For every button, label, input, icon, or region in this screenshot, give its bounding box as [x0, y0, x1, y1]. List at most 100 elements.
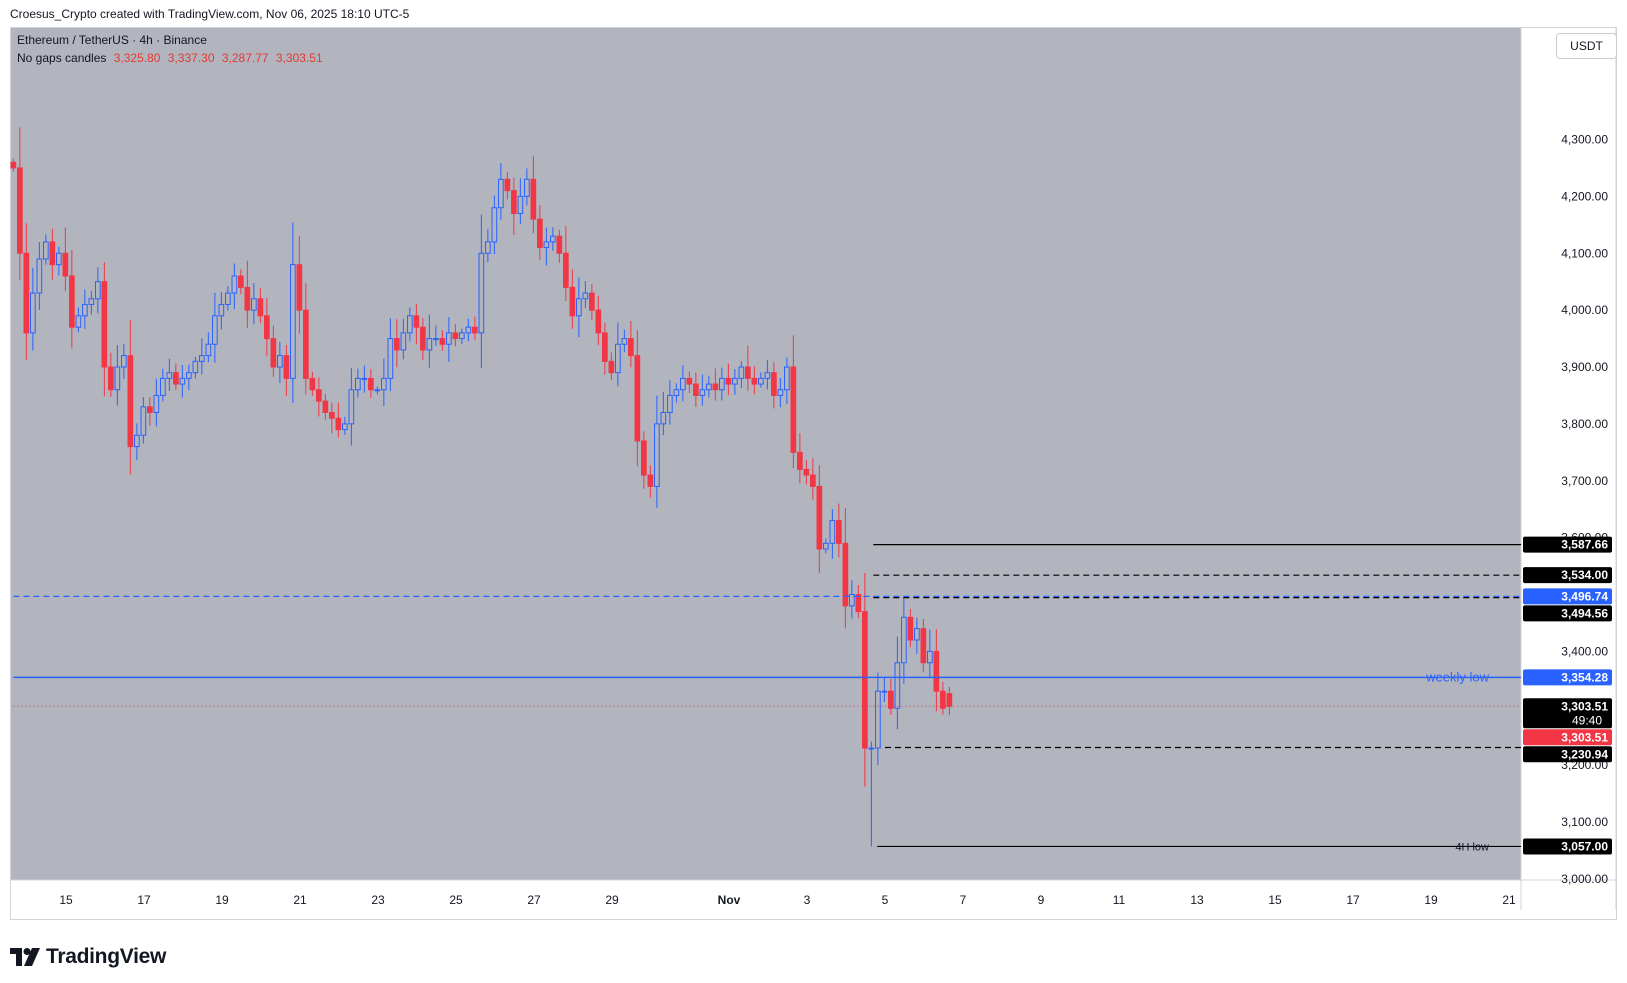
candle-body[interactable]	[95, 281, 101, 300]
candle-body[interactable]	[920, 628, 927, 664]
candle-body[interactable]	[719, 377, 725, 391]
candle-body[interactable]	[602, 332, 608, 362]
candle-body[interactable]	[381, 377, 387, 391]
candle-body[interactable]	[82, 303, 88, 317]
candle-body[interactable]	[134, 434, 140, 448]
candle-body[interactable]	[667, 394, 673, 413]
candle-body[interactable]	[153, 394, 160, 413]
candle-body[interactable]	[140, 406, 147, 436]
candle-body[interactable]	[615, 343, 621, 374]
candle-body[interactable]	[517, 195, 524, 214]
candle-body[interactable]	[511, 190, 517, 214]
candle-body[interactable]	[465, 326, 472, 334]
candle-body[interactable]	[166, 372, 173, 379]
symbol-legend[interactable]: Ethereum / TetherUS · 4h · Binance	[17, 33, 207, 47]
candle-body[interactable]	[192, 360, 199, 374]
candle-body[interactable]	[49, 241, 56, 266]
candle-body[interactable]	[550, 235, 556, 243]
candle-body[interactable]	[563, 252, 569, 288]
candle-body[interactable]	[693, 383, 699, 396]
candle-body[interactable]	[855, 594, 862, 613]
candle-body[interactable]	[17, 167, 23, 254]
candle-body[interactable]	[231, 275, 238, 294]
candle-body[interactable]	[69, 275, 75, 328]
candle-body[interactable]	[335, 417, 342, 431]
candle-body[interactable]	[264, 315, 270, 340]
candle-body[interactable]	[10, 161, 17, 169]
candle-body[interactable]	[127, 355, 134, 448]
candle-body[interactable]	[212, 315, 218, 345]
candle-body[interactable]	[491, 207, 498, 243]
candle-body[interactable]	[114, 366, 121, 391]
candle-body[interactable]	[394, 338, 400, 351]
candle-body[interactable]	[218, 303, 225, 317]
candle-body[interactable]	[36, 258, 43, 294]
candle-body[interactable]	[686, 377, 693, 385]
candle-body[interactable]	[459, 332, 465, 340]
candle-body[interactable]	[751, 377, 758, 385]
currency-button[interactable]: USDT	[1556, 33, 1617, 59]
candle-body[interactable]	[907, 616, 914, 641]
candle-body[interactable]	[504, 178, 511, 192]
candle-body[interactable]	[62, 252, 69, 277]
candle-body[interactable]	[160, 377, 166, 396]
candle-body[interactable]	[407, 315, 413, 334]
candle-body[interactable]	[888, 690, 894, 709]
candle-body[interactable]	[823, 542, 829, 550]
candle-body[interactable]	[387, 338, 394, 379]
candle-body[interactable]	[576, 298, 582, 317]
candle-body[interactable]	[413, 315, 420, 328]
candle-body[interactable]	[706, 383, 712, 391]
candle-body[interactable]	[582, 292, 589, 300]
candle-body[interactable]	[238, 275, 244, 288]
candle-body[interactable]	[654, 423, 660, 487]
candle-body[interactable]	[732, 377, 738, 385]
candle-body[interactable]	[556, 235, 563, 254]
candle-body[interactable]	[595, 309, 602, 334]
candle-body[interactable]	[108, 366, 114, 391]
candle-body[interactable]	[251, 298, 257, 311]
candle-body[interactable]	[797, 451, 803, 470]
candle-body[interactable]	[946, 693, 953, 707]
candle-body[interactable]	[933, 650, 940, 692]
candle-body[interactable]	[712, 383, 719, 391]
candle-body[interactable]	[30, 292, 36, 334]
candle-body[interactable]	[894, 662, 901, 709]
candle-body[interactable]	[543, 241, 550, 249]
candle-body[interactable]	[400, 332, 407, 351]
candle-body[interactable]	[446, 332, 452, 345]
candle-body[interactable]	[842, 542, 849, 607]
candle-body[interactable]	[673, 389, 680, 396]
candle-body[interactable]	[849, 594, 855, 607]
candle-body[interactable]	[745, 366, 751, 379]
candle-body[interactable]	[316, 389, 322, 402]
candle-body[interactable]	[628, 338, 634, 357]
candle-body[interactable]	[205, 343, 212, 357]
candle-body[interactable]	[621, 338, 628, 345]
candle-body[interactable]	[361, 377, 368, 380]
candle-body[interactable]	[43, 241, 49, 260]
candle-body[interactable]	[634, 355, 641, 442]
candle-body[interactable]	[277, 355, 283, 368]
candle-body[interactable]	[433, 338, 439, 341]
candle-body[interactable]	[420, 326, 426, 351]
candle-body[interactable]	[186, 372, 192, 379]
candle-body[interactable]	[329, 412, 335, 419]
candle-body[interactable]	[296, 264, 303, 311]
candle-body[interactable]	[342, 423, 348, 431]
candle-body[interactable]	[478, 252, 485, 334]
candle-body[interactable]	[147, 406, 153, 413]
candle-body[interactable]	[225, 292, 231, 305]
candle-body[interactable]	[816, 485, 823, 550]
candle-body[interactable]	[322, 400, 329, 413]
candle-body[interactable]	[875, 690, 881, 749]
candle-body[interactable]	[199, 355, 205, 362]
candle-body[interactable]	[121, 355, 127, 368]
candle-body[interactable]	[426, 338, 433, 351]
candle-body[interactable]	[803, 468, 810, 476]
candle-body[interactable]	[725, 377, 732, 385]
candle-body[interactable]	[485, 241, 491, 254]
candle-body[interactable]	[589, 292, 595, 311]
candle-body[interactable]	[348, 389, 355, 425]
